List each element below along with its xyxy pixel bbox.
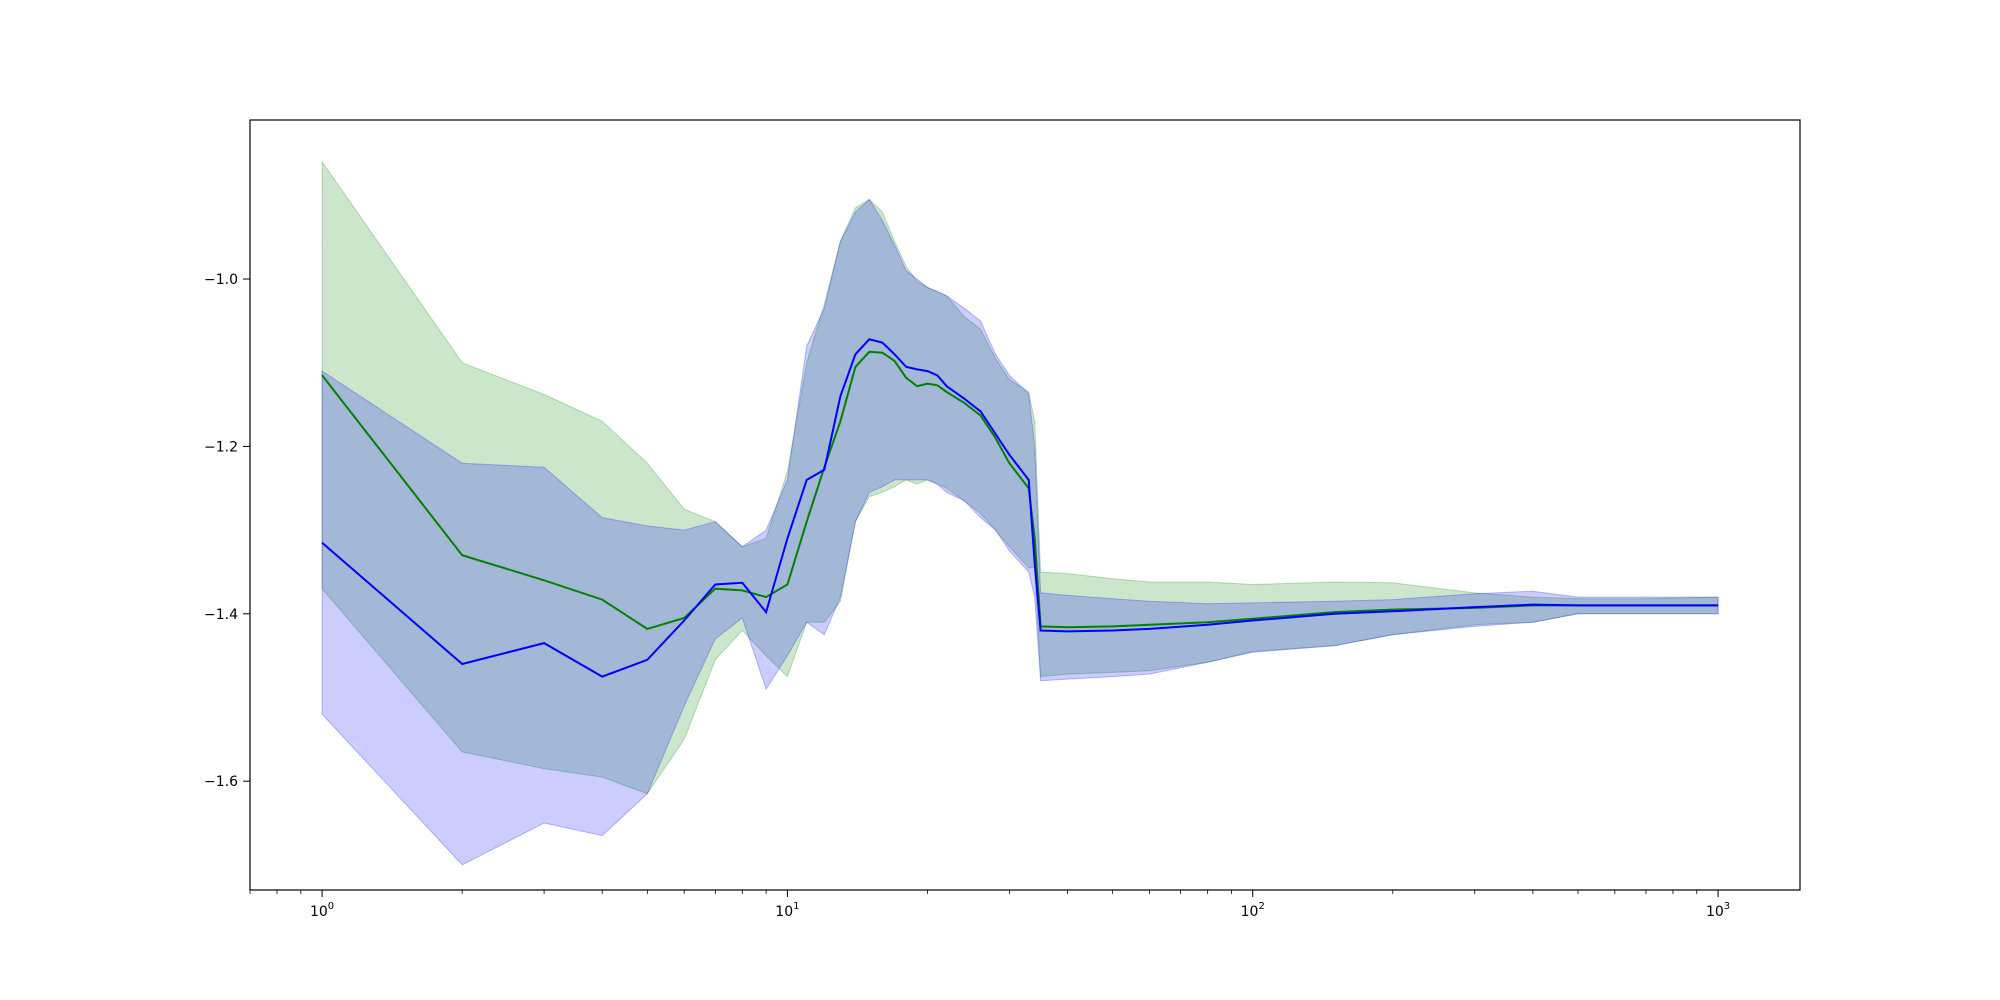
x-axis: 100 101 102 103 <box>249 890 1730 920</box>
x-tick-label: 103 <box>1706 901 1730 920</box>
y-tick-label: −1.2 <box>204 439 238 455</box>
x-tick-label: 102 <box>1241 901 1265 920</box>
series-lines <box>321 338 1719 678</box>
x-tick-label: 101 <box>775 901 799 920</box>
y-axis: −1.0 −1.2 −1.4 −1.6 <box>204 272 250 790</box>
band-1 <box>321 198 1719 866</box>
y-tick-label: −1.4 <box>204 607 238 623</box>
x-tick-label: 100 <box>310 901 334 920</box>
series-line-1 <box>321 338 1719 678</box>
plot-frame <box>249 119 1801 891</box>
series-line-0 <box>321 350 1719 630</box>
y-tick-label: −1.0 <box>204 272 238 288</box>
y-tick-label: −1.6 <box>204 774 238 790</box>
